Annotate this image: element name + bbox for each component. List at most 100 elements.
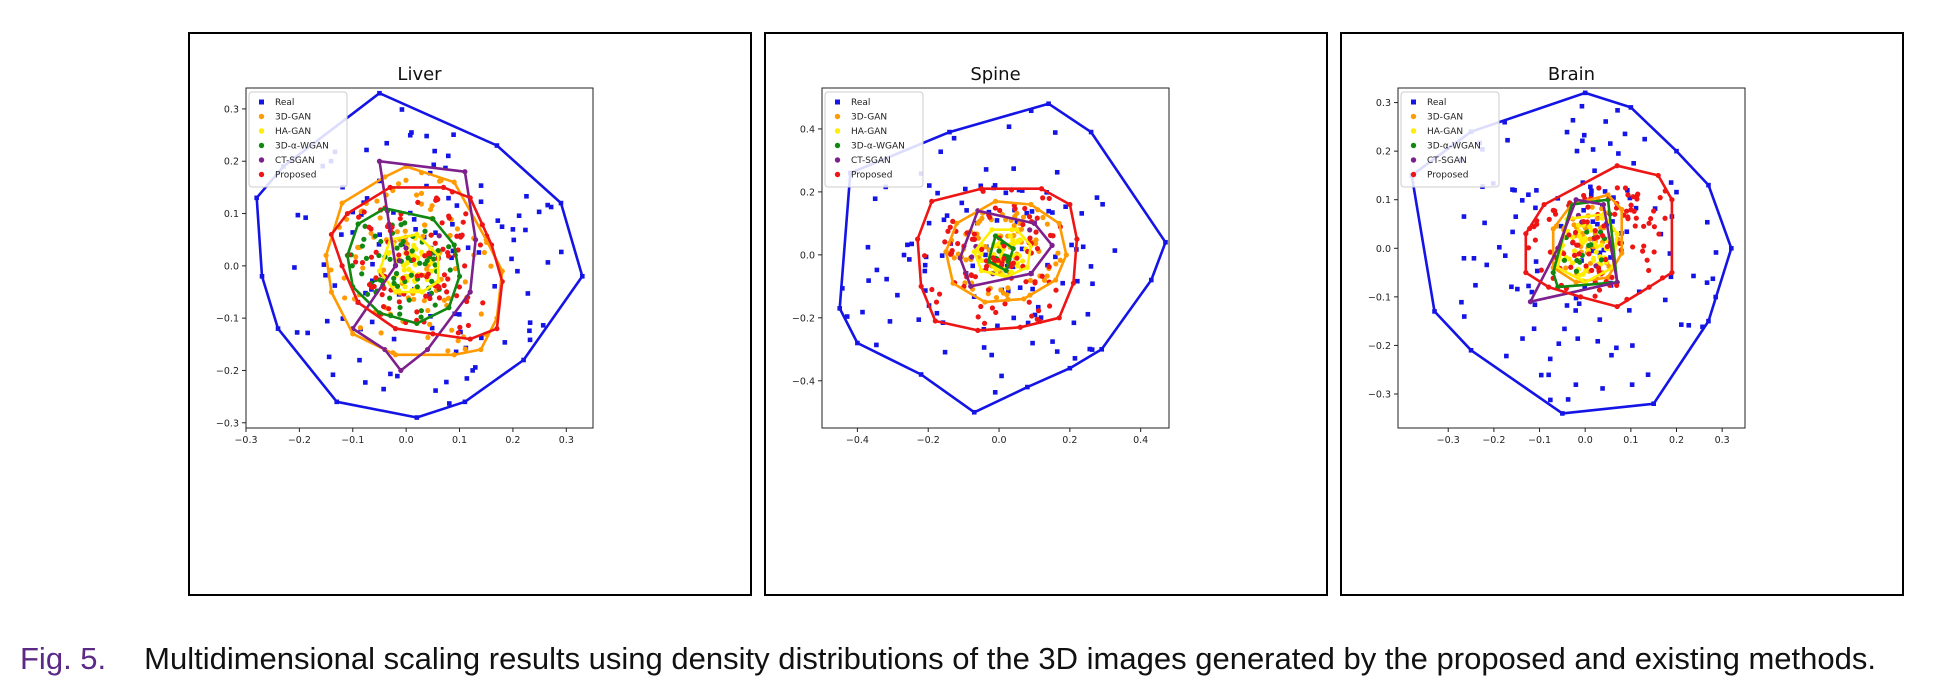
data-point <box>445 348 451 354</box>
data-point <box>397 216 403 222</box>
data-point <box>342 295 348 301</box>
data-point <box>414 273 420 279</box>
data-point <box>388 371 393 377</box>
data-point <box>1050 233 1056 239</box>
data-point <box>921 253 928 259</box>
data-point <box>1633 205 1639 211</box>
data-point <box>380 303 387 310</box>
data-point <box>1461 255 1467 261</box>
legend-marker <box>1410 128 1417 134</box>
data-point <box>1502 253 1508 258</box>
data-point <box>884 276 889 282</box>
data-point <box>1566 256 1572 262</box>
hull-3D-α-WGAN <box>987 234 1015 272</box>
data-point <box>1614 185 1620 191</box>
legend-label: Proposed <box>851 171 892 181</box>
data-point <box>1588 227 1594 233</box>
data-point <box>996 248 1002 254</box>
data-point <box>353 259 359 265</box>
chart-title: Liver <box>397 64 442 85</box>
data-point <box>1592 293 1598 299</box>
data-point <box>895 292 900 298</box>
hull-Proposed <box>330 186 504 341</box>
data-point <box>1053 261 1059 267</box>
data-point <box>1030 286 1035 292</box>
data-point <box>425 307 431 314</box>
data-point <box>936 291 943 297</box>
data-point <box>1504 353 1509 359</box>
hull-CT-SGAN <box>958 209 1054 288</box>
data-point <box>418 308 424 314</box>
data-point <box>926 220 932 226</box>
data-point <box>403 177 409 183</box>
data-point <box>1520 336 1525 341</box>
data-point <box>1645 372 1651 377</box>
data-point <box>1607 141 1613 146</box>
data-point <box>951 135 957 141</box>
x-tick-label: 0.2 <box>1669 435 1684 446</box>
x-tick-label: −0.2 <box>288 435 311 446</box>
data-point <box>1574 148 1580 154</box>
data-point <box>454 226 461 232</box>
data-point <box>432 262 438 268</box>
data-point <box>414 192 420 198</box>
data-point <box>969 254 975 260</box>
data-point <box>1054 349 1060 354</box>
data-point <box>979 246 985 252</box>
data-point <box>478 311 484 317</box>
legend-marker <box>258 171 265 178</box>
data-point <box>1704 219 1710 225</box>
data-point <box>455 247 461 253</box>
data-point <box>1593 249 1599 255</box>
data-point <box>1594 243 1600 250</box>
data-point <box>462 279 468 285</box>
data-point <box>922 262 928 268</box>
data-point <box>981 345 987 350</box>
data-point <box>1533 205 1538 211</box>
legend-label: 3D-α-WGAN <box>1427 142 1481 152</box>
data-point <box>1089 347 1095 352</box>
data-point <box>377 232 382 237</box>
data-point <box>929 286 935 293</box>
data-point <box>1595 265 1602 271</box>
data-point <box>454 233 460 239</box>
data-point <box>1601 247 1607 253</box>
data-point <box>527 320 533 325</box>
data-point <box>1546 216 1552 222</box>
data-point <box>445 295 452 301</box>
data-point <box>1657 195 1663 201</box>
hull-Real <box>255 91 584 419</box>
data-point <box>399 107 405 112</box>
data-point <box>916 317 922 322</box>
data-point <box>1599 233 1606 239</box>
hull-3D-GAN <box>944 200 1068 304</box>
data-point <box>363 255 370 261</box>
data-point <box>391 210 396 215</box>
data-point <box>1053 287 1059 293</box>
data-point <box>455 330 461 336</box>
data-point <box>414 309 420 315</box>
x-tick-label: −0.4 <box>846 435 869 446</box>
legend-marker <box>258 113 265 120</box>
data-point <box>427 251 433 257</box>
y-tick-label: 0.3 <box>1376 98 1391 109</box>
data-point <box>998 287 1004 293</box>
data-point <box>445 153 451 159</box>
data-point <box>1069 242 1074 248</box>
legend: Real 3D-GAN HA-GAN 3D-α-WGAN CT-SGAN Proposed <box>1400 91 1500 188</box>
legend-marker <box>1410 113 1417 120</box>
data-point <box>1630 343 1635 348</box>
data-point <box>303 215 308 220</box>
data-point <box>332 283 338 288</box>
data-point <box>449 327 455 333</box>
data-point <box>951 255 957 261</box>
data-point <box>1595 221 1600 227</box>
data-point <box>425 334 431 341</box>
data-point <box>409 248 415 254</box>
data-point <box>865 244 871 250</box>
data-point <box>361 236 367 242</box>
data-point <box>422 228 428 234</box>
data-point <box>465 322 472 329</box>
data-point <box>997 207 1003 214</box>
x-tick-label: 0.0 <box>1578 435 1593 446</box>
